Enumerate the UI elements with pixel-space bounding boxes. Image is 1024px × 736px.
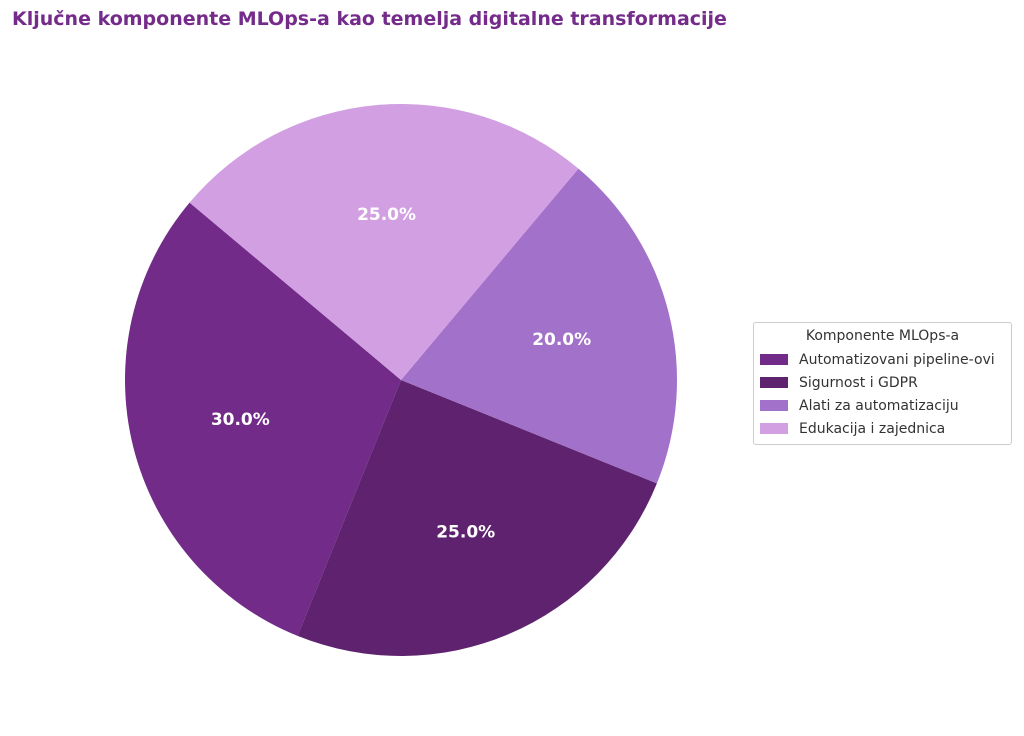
slice-label-alati-za-automatizaciju: 20.0% xyxy=(532,330,591,350)
legend-swatch xyxy=(760,400,788,411)
legend-label: Alati za automatizaciju xyxy=(799,397,959,414)
legend-label: Automatizovani pipeline-ovi xyxy=(799,351,995,368)
legend-items: Automatizovani pipeline-ovi Sigurnost i G… xyxy=(760,348,1005,440)
slice-label-automatizovani-pipeline-ovi: 30.0% xyxy=(211,410,270,430)
legend-item-sigurnost-i-gdpr: Sigurnost i GDPR xyxy=(760,371,1005,394)
legend-item-alati-za-automatizaciju: Alati za automatizaciju xyxy=(760,394,1005,417)
slice-label-edukacija-i-zajednica: 25.0% xyxy=(357,205,416,225)
legend: Komponente MLOps-a Automatizovani pipeli… xyxy=(753,322,1012,445)
legend-title: Komponente MLOps-a xyxy=(805,328,960,344)
pie-slice-automatizovani-pipeline-ovi xyxy=(124,202,401,636)
legend-item-automatizovani-pipeline-ovi: Automatizovani pipeline-ovi xyxy=(760,348,1005,371)
legend-item-edukacija-i-zajednica: Edukacija i zajednica xyxy=(760,417,1005,440)
legend-label: Sigurnost i GDPR xyxy=(799,374,918,391)
legend-swatch xyxy=(760,377,788,388)
slice-label-sigurnost-i-gdpr: 25.0% xyxy=(436,522,495,542)
pie-slice-alati-za-automatizaciju xyxy=(401,168,677,484)
pie-slice-sigurnost-i-gdpr xyxy=(297,380,657,656)
legend-label: Edukacija i zajednica xyxy=(799,420,946,437)
legend-swatch xyxy=(760,354,788,365)
legend-swatch xyxy=(760,423,788,434)
chart-title: Ključne komponente MLOps-a kao temelja d… xyxy=(12,8,727,30)
pie-slice-edukacija-i-zajednica xyxy=(189,104,579,381)
